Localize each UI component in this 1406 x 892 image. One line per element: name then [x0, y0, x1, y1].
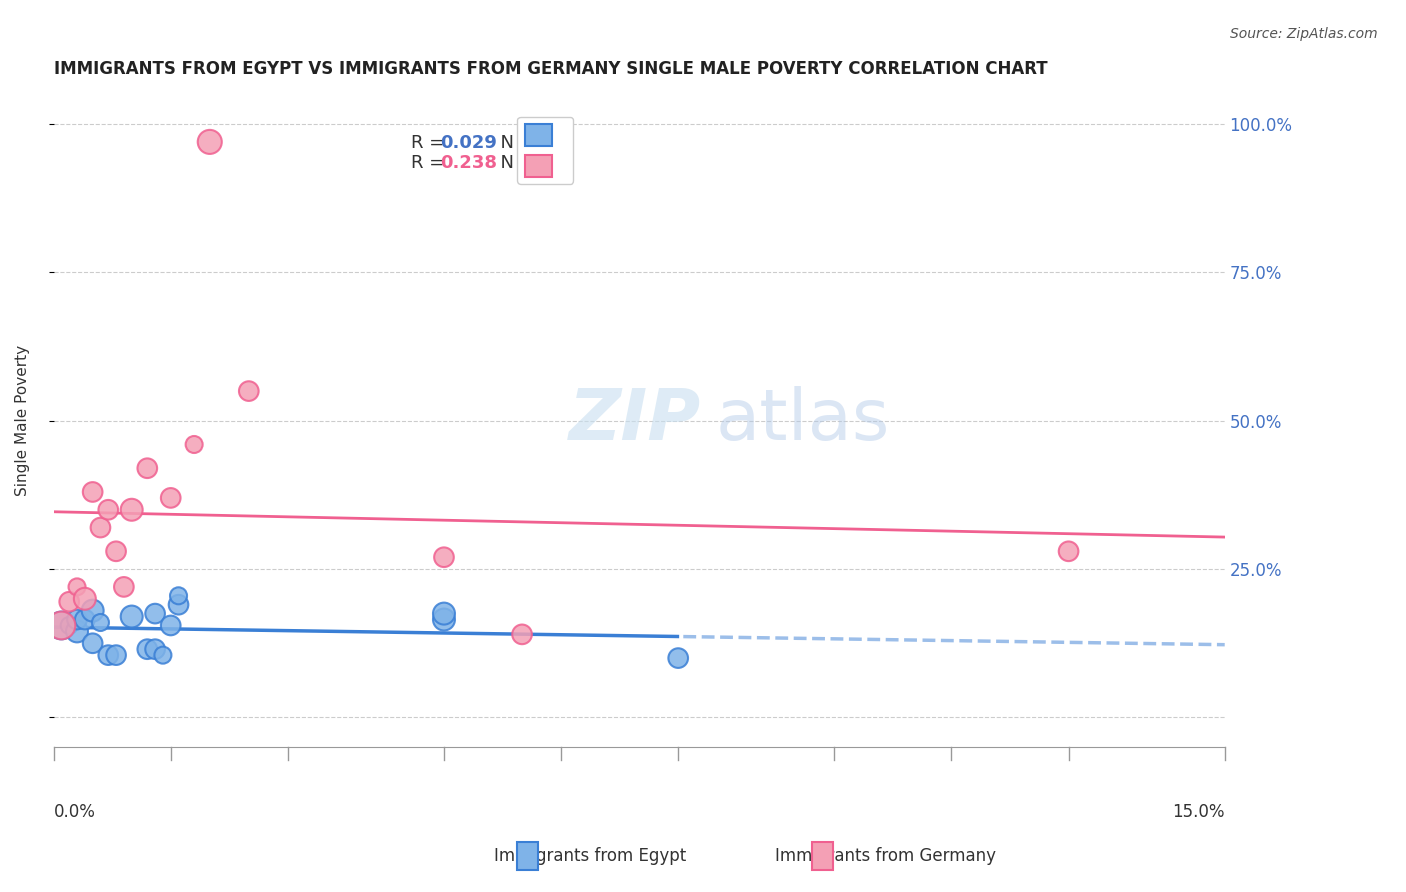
Text: 0.238: 0.238 [440, 154, 498, 172]
Text: ZIP: ZIP [569, 386, 702, 455]
Point [433, 613, 456, 627]
Point [143, 607, 166, 621]
Point [198, 135, 221, 149]
Text: 18: 18 [534, 154, 560, 172]
Point [510, 627, 533, 641]
Point [89, 615, 111, 630]
Text: 21: 21 [534, 135, 558, 153]
Point [89, 520, 111, 534]
Point [183, 437, 205, 451]
Text: 0.0%: 0.0% [53, 803, 96, 821]
Point [58, 618, 80, 632]
Point [159, 491, 181, 505]
Text: R =: R = [411, 154, 450, 172]
Point [143, 642, 166, 657]
Point [97, 648, 120, 662]
Point [167, 589, 190, 603]
Point [238, 384, 260, 398]
Point [97, 502, 120, 516]
Point [121, 502, 143, 516]
Text: 15.0%: 15.0% [1173, 803, 1225, 821]
Text: Immigrants from Germany: Immigrants from Germany [775, 847, 997, 865]
Point [433, 607, 456, 621]
Point [433, 550, 456, 565]
Point [73, 591, 96, 606]
Point [159, 618, 181, 632]
Point [51, 618, 73, 632]
Point [136, 461, 159, 475]
Point [136, 642, 159, 657]
Point [82, 636, 104, 650]
Point [82, 485, 104, 500]
Point [73, 613, 96, 627]
Legend: , : , [517, 117, 574, 184]
Point [58, 595, 80, 609]
Point [51, 618, 73, 632]
Text: N =: N = [489, 154, 541, 172]
Text: R =: R = [411, 135, 450, 153]
Point [167, 598, 190, 612]
Text: Immigrants from Egypt: Immigrants from Egypt [495, 847, 686, 865]
Point [66, 624, 89, 639]
Point [152, 648, 174, 662]
Point [112, 580, 135, 594]
Text: 0.029: 0.029 [440, 135, 496, 153]
Y-axis label: Single Male Poverty: Single Male Poverty [15, 345, 30, 496]
Point [105, 544, 128, 558]
Point [82, 604, 104, 618]
Text: Source: ZipAtlas.com: Source: ZipAtlas.com [1230, 27, 1378, 41]
Point [105, 648, 128, 662]
Point [66, 580, 89, 594]
Text: N =: N = [489, 135, 541, 153]
Point [121, 609, 143, 624]
Text: IMMIGRANTS FROM EGYPT VS IMMIGRANTS FROM GERMANY SINGLE MALE POVERTY CORRELATION: IMMIGRANTS FROM EGYPT VS IMMIGRANTS FROM… [53, 60, 1047, 78]
Text: atlas: atlas [716, 386, 890, 455]
Point [666, 651, 689, 665]
Point [66, 613, 89, 627]
Point [1057, 544, 1080, 558]
